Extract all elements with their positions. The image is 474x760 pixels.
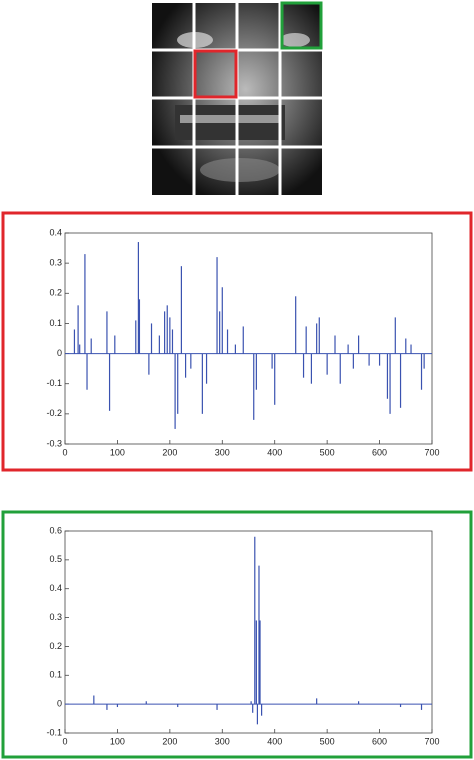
green-frame [1, 510, 473, 759]
y-tick-label: 0.3 [49, 612, 62, 622]
y-tick-label: 0.5 [49, 554, 62, 564]
x-tick-label: 200 [162, 736, 177, 746]
x-tick-label: 0 [62, 736, 67, 746]
y-tick-label: -0.1 [46, 378, 62, 388]
x-tick-label: 400 [267, 447, 282, 457]
y-tick-label: 0.6 [49, 525, 62, 535]
x-tick-label: 500 [320, 736, 335, 746]
plot-area [64, 232, 433, 445]
plot-area [64, 530, 433, 734]
y-tick-label: 0.2 [49, 641, 62, 651]
x-tick-label: 200 [162, 447, 177, 457]
x-tick-label: 100 [110, 736, 125, 746]
y-tick-label: 0 [57, 699, 62, 709]
x-tick-label: 700 [424, 447, 439, 457]
x-tick-label: 400 [267, 736, 282, 746]
y-tick-label: -0.3 [46, 438, 62, 448]
x-tick-label: 500 [320, 447, 335, 457]
x-tick-label: 300 [215, 447, 230, 457]
y-tick-label: 0.3 [49, 258, 62, 268]
x-tick-label: 600 [372, 736, 387, 746]
x-tick-label: 0 [62, 447, 67, 457]
red-frame [1, 211, 473, 472]
y-tick-label: 0 [57, 348, 62, 358]
face-image [152, 1, 323, 195]
x-tick-label: 100 [110, 447, 125, 457]
x-tick-label: 600 [372, 447, 387, 457]
x-tick-label: 300 [215, 736, 230, 746]
x-tick-label: 700 [424, 736, 439, 746]
y-tick-label: -0.1 [46, 727, 62, 737]
y-tick-label: 0.4 [49, 227, 62, 237]
y-tick-label: 0.1 [49, 670, 62, 680]
y-tick-label: 0.2 [49, 288, 62, 298]
y-tick-label: 0.1 [49, 318, 62, 328]
y-tick-label: -0.2 [46, 408, 62, 418]
y-tick-label: 0.4 [49, 583, 62, 593]
